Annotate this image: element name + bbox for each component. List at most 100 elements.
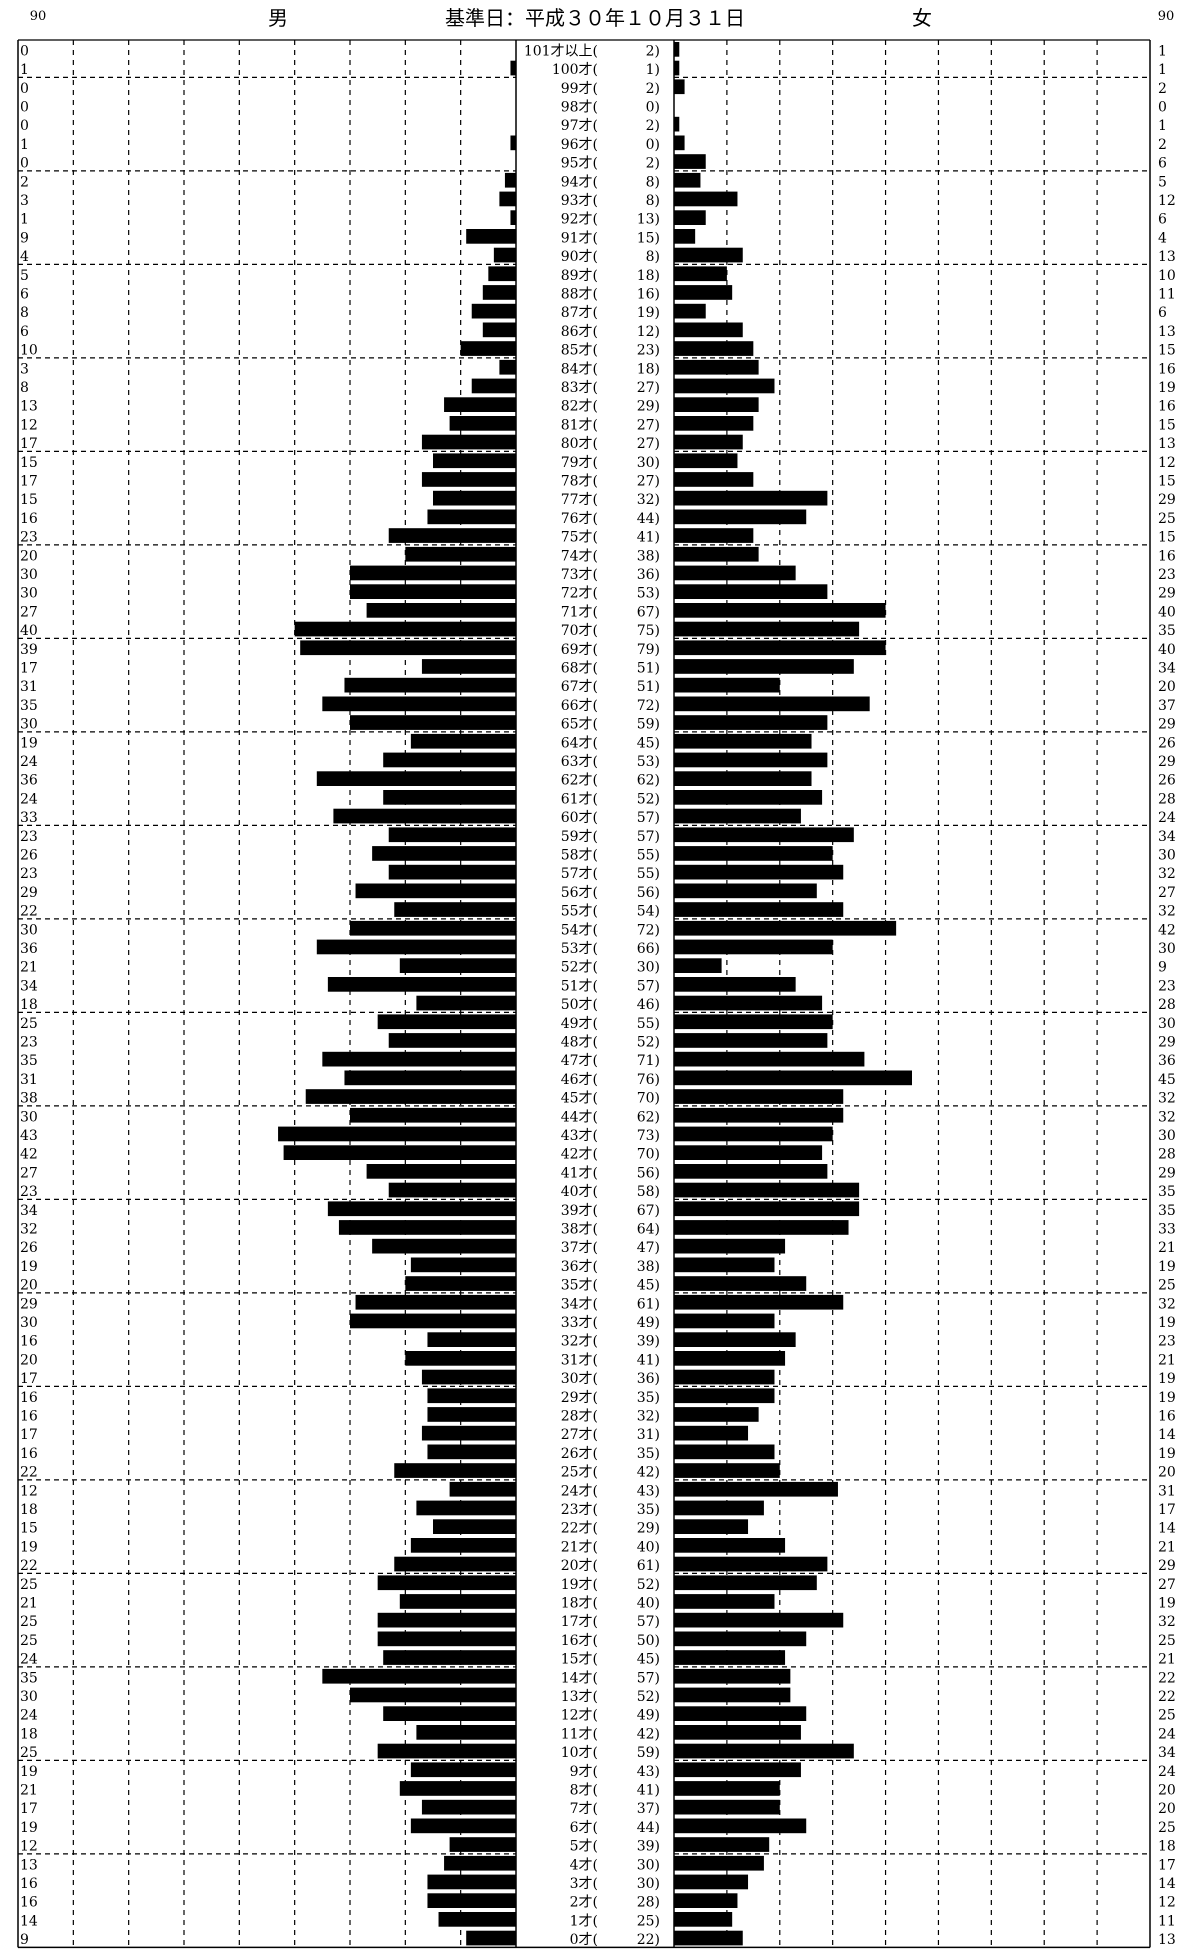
female-count-label: 32 xyxy=(1158,1091,1176,1107)
total-count-label: 39) xyxy=(637,1334,660,1350)
age-label: 71才( xyxy=(561,604,598,620)
female-count-label: 21 xyxy=(1158,1652,1176,1668)
total-count-label: 2) xyxy=(646,156,660,172)
total-count-label: 0) xyxy=(646,137,660,153)
female-count-label: 21 xyxy=(1158,1352,1176,1368)
total-count-label: 2) xyxy=(646,118,660,134)
female-count-label: 16 xyxy=(1158,1408,1176,1424)
male-count-label: 6 xyxy=(20,324,29,340)
male-count-label: 29 xyxy=(20,1296,38,1312)
female-count-label: 29 xyxy=(1158,1558,1176,1574)
male-count-label: 0 xyxy=(20,43,29,59)
female-count-label: 16 xyxy=(1158,399,1176,415)
female-count-label: 14 xyxy=(1158,1521,1176,1537)
male-count-label: 19 xyxy=(20,1764,38,1780)
total-count-label: 67) xyxy=(637,1203,660,1219)
female-bar xyxy=(674,864,844,880)
female-bar xyxy=(674,995,823,1011)
male-count-label: 31 xyxy=(20,679,38,695)
total-count-label: 30) xyxy=(637,960,660,976)
female-bar xyxy=(674,659,854,674)
male-count-label: 40 xyxy=(20,623,38,639)
male-bar xyxy=(350,584,516,599)
total-count-label: 54) xyxy=(637,904,660,920)
total-count-label: 43) xyxy=(637,1764,660,1780)
female-bar xyxy=(674,1257,775,1273)
age-label: 74才( xyxy=(561,548,598,564)
female-count-label: 25 xyxy=(1158,1820,1176,1836)
male-bar xyxy=(427,509,516,525)
male-count-label: 21 xyxy=(20,1595,38,1611)
age-label: 84才( xyxy=(561,361,598,377)
male-bar xyxy=(394,1463,516,1478)
female-bar xyxy=(674,1201,860,1217)
female-bar xyxy=(674,1425,749,1441)
male-count-label: 8 xyxy=(20,380,29,396)
female-bar xyxy=(674,229,696,244)
male-count-label: 0 xyxy=(20,118,29,134)
female-count-label: 12 xyxy=(1158,1895,1176,1911)
female-bar xyxy=(674,1668,791,1684)
female-bar xyxy=(674,1107,844,1123)
male-bar xyxy=(466,229,516,244)
male-count-label: 30 xyxy=(20,717,38,733)
female-count-label: 30 xyxy=(1158,847,1176,863)
female-bar xyxy=(674,1538,786,1553)
male-count-label: 34 xyxy=(20,978,38,994)
female-count-label: 15 xyxy=(1158,417,1176,433)
male-count-label: 27 xyxy=(20,1165,38,1181)
age-label: 98才( xyxy=(561,99,598,115)
male-bar xyxy=(471,303,516,319)
female-bar xyxy=(674,565,796,581)
total-count-label: 62) xyxy=(637,1109,660,1125)
female-count-label: 1 xyxy=(1158,62,1167,78)
age-label: 51才( xyxy=(561,978,598,994)
total-count-label: 40) xyxy=(637,1539,660,1555)
male-count-label: 19 xyxy=(20,1820,38,1836)
age-label: 80才( xyxy=(561,436,598,452)
female-count-label: 19 xyxy=(1158,1371,1176,1387)
age-label: 9才( xyxy=(570,1764,598,1780)
male-count-label: 1 xyxy=(20,62,29,78)
age-label: 55才( xyxy=(561,904,598,920)
age-label: 86才( xyxy=(561,324,598,340)
female-count-label: 28 xyxy=(1158,997,1176,1013)
total-count-label: 18) xyxy=(637,361,660,377)
age-label: 83才( xyxy=(561,380,598,396)
age-label: 41才( xyxy=(561,1165,598,1181)
female-bar xyxy=(674,771,812,786)
total-count-label: 57) xyxy=(637,1670,660,1686)
scale-right-label: 90 xyxy=(1158,9,1175,24)
female-bar xyxy=(674,939,833,955)
female-count-label: 22 xyxy=(1158,1689,1176,1705)
age-label: 7才( xyxy=(570,1801,598,1817)
female-count-label: 40 xyxy=(1158,642,1176,658)
age-label: 70才( xyxy=(561,623,598,639)
male-bar xyxy=(350,1107,516,1123)
male-count-label: 22 xyxy=(20,1465,38,1481)
age-label: 90才( xyxy=(561,249,598,265)
female-bar xyxy=(674,1276,807,1291)
total-count-label: 45) xyxy=(637,735,660,751)
total-count-label: 72) xyxy=(637,698,660,714)
total-count-label: 22) xyxy=(637,1932,660,1948)
female-count-label: 15 xyxy=(1158,473,1176,489)
male-bar xyxy=(355,1294,516,1310)
male-count-label: 35 xyxy=(20,1670,38,1686)
age-label: 67才( xyxy=(561,679,598,695)
age-label: 65才( xyxy=(561,717,598,733)
age-label: 8才( xyxy=(570,1782,598,1798)
male-count-label: 22 xyxy=(20,904,38,920)
age-label: 29才( xyxy=(561,1390,598,1406)
total-count-label: 49) xyxy=(637,1708,660,1724)
female-bar xyxy=(674,1912,733,1927)
female-bar xyxy=(674,116,680,132)
total-count-label: 70) xyxy=(637,1147,660,1163)
grid-lines xyxy=(18,40,1150,1948)
female-bar xyxy=(674,715,828,730)
total-count-label: 13) xyxy=(637,212,660,228)
male-count-label: 30 xyxy=(20,922,38,938)
female-count-label: 32 xyxy=(1158,1109,1176,1125)
female-bar xyxy=(674,341,754,356)
